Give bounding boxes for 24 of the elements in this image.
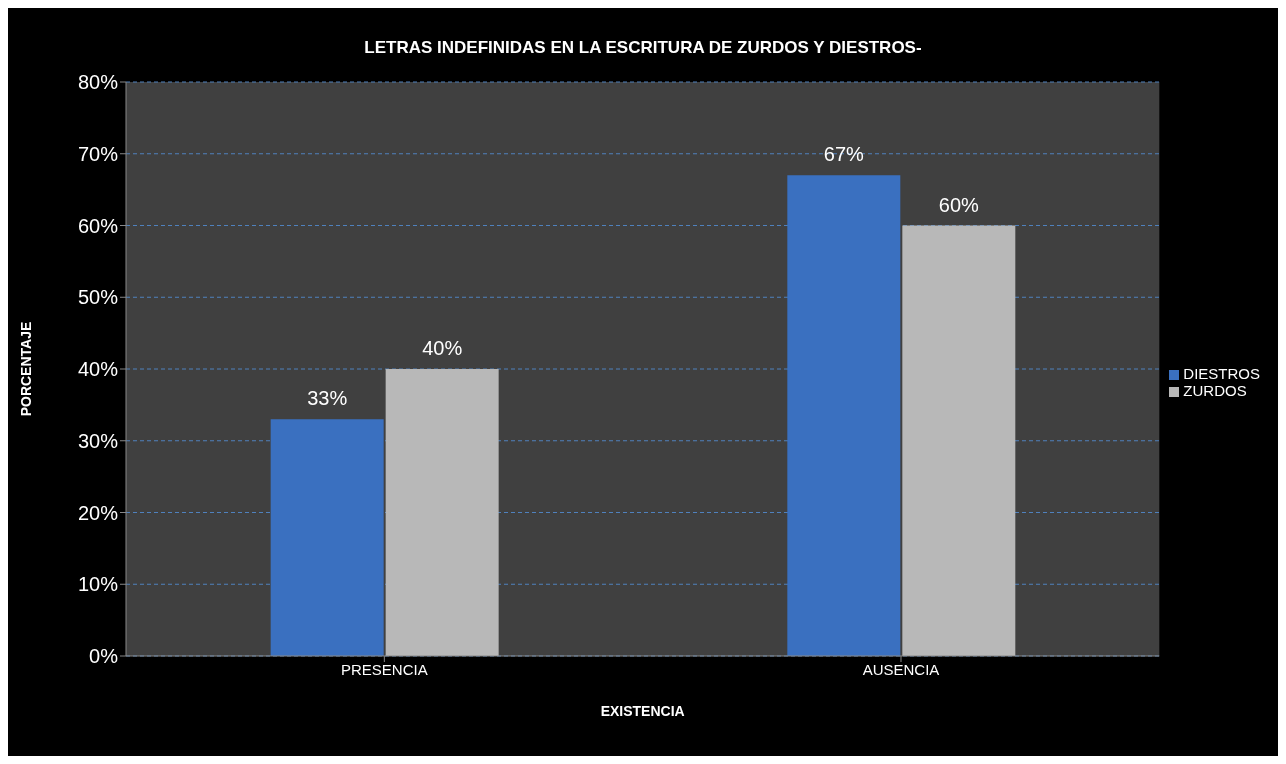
chart-title: LETRAS INDEFINIDAS EN LA ESCRITURA DE ZURDOS Y DIESTROS-: [363, 38, 923, 58]
x-axis-title: EXISTENCIA: [600, 703, 685, 719]
x-tick-label: PRESENCIA: [340, 660, 428, 678]
data-label: 60%: [938, 193, 980, 216]
y-tick-label: 20%: [77, 501, 119, 524]
y-tick-label: 40%: [77, 358, 119, 381]
y-tick-label: 70%: [77, 142, 119, 165]
bar: [385, 369, 499, 656]
data-label: 33%: [307, 387, 348, 410]
bar: [902, 225, 1016, 656]
y-tick-label: 60%: [77, 214, 119, 237]
data-label: 67%: [823, 143, 865, 166]
bar: [787, 175, 901, 656]
data-label: 40%: [422, 337, 463, 359]
y-tick-label: 30%: [77, 429, 119, 452]
legend-label: DIESTROS: [1183, 365, 1260, 382]
y-tick-label: 80%: [77, 71, 119, 94]
y-tick-label: 10%: [77, 573, 119, 596]
legend-label: ZURDOS: [1183, 382, 1247, 399]
y-tick-label: 0%: [89, 645, 119, 668]
x-tick-label: AUSENCIA: [862, 660, 940, 678]
bar: [270, 419, 384, 656]
y-axis-title: PORCENTAJE: [17, 321, 34, 417]
y-tick-label: 50%: [77, 286, 119, 309]
